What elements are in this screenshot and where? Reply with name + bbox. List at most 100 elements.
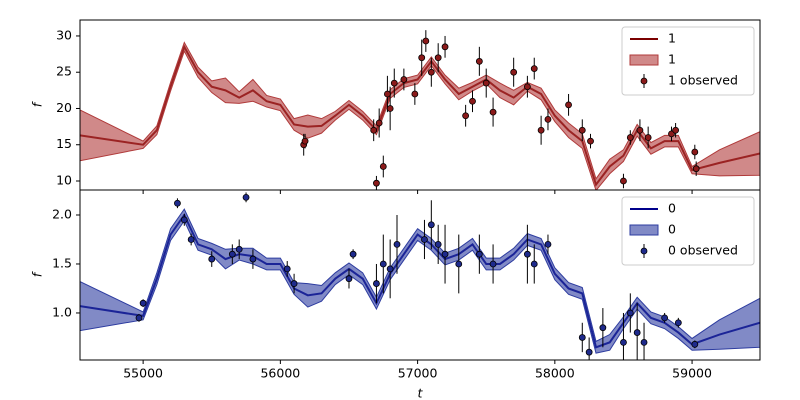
observed-point <box>400 76 408 83</box>
observed-point <box>422 37 430 45</box>
y-tick-label: 25 <box>56 64 72 79</box>
observed-point <box>565 101 572 109</box>
observed-point <box>427 221 435 229</box>
observed-point <box>139 299 147 307</box>
observed-point <box>434 240 442 248</box>
observed-point <box>386 265 394 273</box>
observed-point <box>640 338 648 346</box>
observed-point <box>301 137 309 145</box>
observed-point <box>393 240 401 248</box>
observed-point <box>441 250 449 258</box>
y-tick-label: 2.0 <box>52 206 72 221</box>
observed-point <box>386 105 394 112</box>
observed-point <box>523 83 531 91</box>
observed-point <box>475 57 483 65</box>
observed-point <box>530 65 538 72</box>
observed-point <box>523 250 531 258</box>
observed-point <box>691 148 699 156</box>
observed-point <box>633 329 641 336</box>
x-tick-label: 57000 <box>398 366 438 381</box>
observed-point <box>180 216 188 224</box>
observed-point <box>283 265 291 273</box>
observed-point <box>636 126 644 134</box>
observed-point <box>411 90 419 98</box>
observed-point <box>644 134 652 141</box>
axes-frame <box>79 189 761 361</box>
observed-point <box>379 163 387 170</box>
y-axis-label: f <box>30 101 45 107</box>
observed-point <box>379 260 387 268</box>
legend-label: 1 observed <box>668 73 738 88</box>
observed-point <box>585 348 593 356</box>
legend-label: 1 <box>668 52 676 67</box>
observed-point <box>390 79 398 87</box>
observed-point <box>692 165 700 173</box>
observed-point <box>187 236 195 243</box>
observed-point <box>135 314 143 322</box>
observed-point <box>578 334 586 341</box>
legend: 0 0 0 observed <box>621 196 755 266</box>
observed-point <box>434 54 442 62</box>
y-tick-label: 15 <box>56 136 72 151</box>
x-axis-label: t <box>418 386 424 400</box>
y-tick-label: 20 <box>56 100 72 115</box>
observed-point <box>375 119 383 127</box>
y-axis-label: f <box>30 271 45 277</box>
observed-point <box>530 260 538 268</box>
observed-point <box>290 280 298 287</box>
observed-point <box>455 260 463 268</box>
legend-box <box>621 196 755 266</box>
legend-label: 0 <box>668 222 676 237</box>
y-tick-label: 1.5 <box>52 255 72 270</box>
observed-point <box>174 199 181 207</box>
observed-point <box>475 250 483 258</box>
y-tick-label: 1.0 <box>52 304 72 319</box>
y-tick-label: 30 <box>56 27 72 42</box>
observed-point <box>544 240 552 248</box>
legend-label: 0 observed <box>668 243 738 258</box>
observed-point <box>441 43 449 51</box>
observed-point <box>373 179 380 187</box>
observed-point <box>599 324 607 332</box>
observed-point <box>482 79 490 87</box>
legend-swatch <box>629 54 659 66</box>
observed-point <box>587 137 594 145</box>
observed-point <box>626 134 634 141</box>
observed-point <box>489 260 497 268</box>
x-tick-label: 55000 <box>123 366 163 381</box>
observed-point <box>620 338 627 346</box>
observed-point <box>626 309 634 317</box>
observed-point <box>489 108 497 116</box>
plot-area <box>80 30 760 190</box>
legend-marker <box>640 247 648 255</box>
observed-point <box>620 177 627 185</box>
observed-point <box>242 193 250 201</box>
x-tick-label: 59000 <box>672 366 712 381</box>
observed-point <box>427 68 435 76</box>
observed-point <box>208 255 216 263</box>
confidence-band <box>80 41 760 190</box>
observed-point <box>421 236 428 243</box>
plot-area <box>80 192 760 360</box>
legend-label: 1 <box>668 31 676 46</box>
observed-point <box>469 97 476 105</box>
observed-point <box>384 90 391 98</box>
observed-point <box>510 68 518 76</box>
observed-point <box>578 126 586 134</box>
observed-point <box>349 250 357 258</box>
observed-point <box>373 280 380 287</box>
observed-point <box>228 250 236 258</box>
observed-point <box>235 245 243 253</box>
legend-marker <box>640 77 648 85</box>
observed-point <box>418 54 426 62</box>
x-tick-label: 56000 <box>260 366 300 381</box>
legend: 1 1 1 observed <box>621 26 755 96</box>
observed-point <box>249 255 257 263</box>
legend-box <box>621 26 755 96</box>
observed-point <box>345 275 353 283</box>
observed-point <box>672 126 680 134</box>
y-tick-label: 10 <box>56 173 72 188</box>
legend-swatch <box>629 224 659 236</box>
